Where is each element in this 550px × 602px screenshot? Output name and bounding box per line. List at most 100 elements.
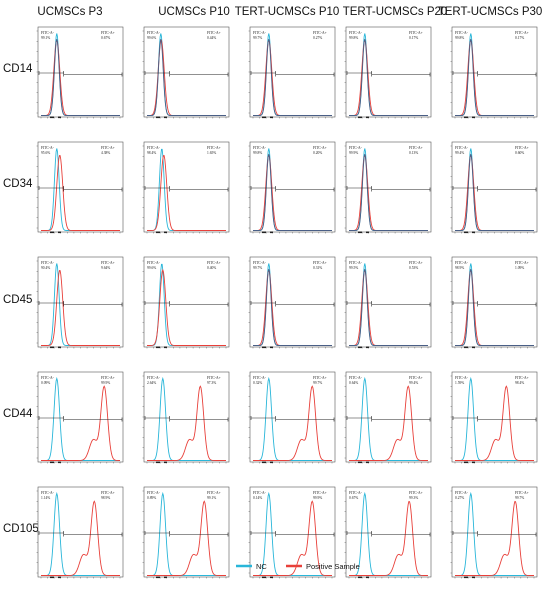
axis-mark <box>472 461 475 464</box>
panel-frame <box>345 486 432 578</box>
positive-gate-percent: 0.31% <box>313 266 322 270</box>
axis-mark <box>366 116 369 119</box>
positive-gate-label: FITC-A+ <box>313 146 327 150</box>
axis-mark <box>270 346 273 349</box>
panel-frame <box>143 486 230 578</box>
negative-gate-percent: 99.7% <box>253 266 262 270</box>
histogram-panel: FITC-A-0.27% FITC-A+99.7% <box>450 486 538 579</box>
positive-histogram <box>41 270 120 346</box>
negative-gate-percent: 99.6% <box>147 36 156 40</box>
axis-mark <box>270 231 273 234</box>
axis-mark <box>156 461 160 464</box>
negative-gate-percent: 98.9% <box>455 266 464 270</box>
axis-mark <box>164 461 167 464</box>
negative-gate-label: FITC-A- <box>147 491 161 495</box>
axis-mark <box>58 461 61 464</box>
axis-mark <box>164 231 167 234</box>
histogram-panel: FITC-A-1.59% FITC-A+98.4% <box>450 371 538 464</box>
histogram-panel: FITC-A-0.14% FITC-A+99.9% <box>248 486 336 579</box>
histogram-panel: FITC-A-99.8% FITC-A+0.17% <box>450 26 538 119</box>
row-label: CD14 <box>3 63 33 75</box>
negative-gate-percent: 99.9% <box>349 151 358 155</box>
panel-frame <box>345 371 432 463</box>
positive-histogram <box>455 385 534 461</box>
positive-gate-label: FITC-A+ <box>313 261 327 265</box>
axis-mark <box>156 346 160 349</box>
negative-gate-label: FITC-A- <box>349 491 363 495</box>
nc-histogram <box>253 491 332 576</box>
axis-mark <box>58 116 61 119</box>
axis-mark <box>464 346 468 349</box>
negative-gate-label: FITC-A- <box>253 146 267 150</box>
axis-mark <box>156 576 160 579</box>
negative-gate-percent: 0.89% <box>147 496 156 500</box>
histogram-panel: FITC-A-0.67% FITC-A+99.3% <box>344 486 432 579</box>
positive-gate-label: FITC-A+ <box>515 491 529 495</box>
negative-gate-percent: 0.09% <box>41 381 50 385</box>
negative-gate-percent: 0.27% <box>455 496 464 500</box>
negative-gate-label: FITC-A- <box>253 376 267 380</box>
nc-histogram <box>349 376 428 461</box>
positive-gate-label: FITC-A+ <box>207 376 221 380</box>
positive-gate-percent: 0.60% <box>515 151 524 155</box>
positive-gate-percent: 99.7% <box>313 381 322 385</box>
positive-histogram <box>41 385 120 461</box>
negative-gate-percent: 99.7% <box>253 36 262 40</box>
positive-gate-label: FITC-A+ <box>207 261 221 265</box>
negative-gate-percent: 99.5% <box>349 266 358 270</box>
positive-histogram <box>253 500 332 576</box>
negative-gate-label: FITC-A- <box>147 261 161 265</box>
positive-gate-percent: 99.3% <box>409 496 418 500</box>
negative-gate-percent: 2.64% <box>147 381 156 385</box>
axis-mark <box>366 231 369 234</box>
negative-gate-percent: 1.59% <box>455 381 464 385</box>
axis-mark <box>464 231 468 234</box>
axis-mark <box>164 346 167 349</box>
overlap-histogram <box>349 39 428 116</box>
axis-mark <box>464 461 468 464</box>
negative-gate-label: FITC-A- <box>455 261 469 265</box>
overlap-histogram <box>455 39 534 116</box>
panel-frame <box>451 371 538 463</box>
positive-gate-label: FITC-A+ <box>409 376 423 380</box>
axis-mark <box>50 576 54 579</box>
panel-frame <box>143 26 230 118</box>
negative-gate-label: FITC-A- <box>253 31 267 35</box>
positive-gate-percent: 99.9% <box>101 381 110 385</box>
legend-nc-label: NC <box>256 562 267 571</box>
histogram-panel: FITC-A-99.9% FITC-A+0.13% <box>344 141 432 234</box>
negative-gate-percent: 1.14% <box>41 496 50 500</box>
positive-gate-percent: 97.3% <box>207 381 216 385</box>
negative-gate-percent: 99.8% <box>253 151 262 155</box>
panel-frame <box>37 371 124 463</box>
axis-mark <box>262 231 266 234</box>
axis-mark <box>358 576 362 579</box>
negative-gate-label: FITC-A- <box>455 31 469 35</box>
nc-histogram <box>349 491 428 576</box>
overlap-histogram <box>349 269 428 346</box>
axis-mark <box>50 116 54 119</box>
positive-gate-label: FITC-A+ <box>515 261 529 265</box>
negative-gate-label: FITC-A- <box>147 376 161 380</box>
axis-mark <box>50 346 54 349</box>
positive-gate-percent: 0.53% <box>409 266 418 270</box>
column-title: UCMSCs P3 <box>37 6 102 18</box>
row-labels: CD14 CD34 CD45 CD44 CD105 <box>3 63 39 535</box>
negative-gate-percent: 99.6% <box>147 266 156 270</box>
negative-gate-label: FITC-A- <box>147 31 161 35</box>
positive-histogram <box>349 385 428 461</box>
panel-frame <box>37 256 124 348</box>
negative-gate-percent: 95.6% <box>41 151 50 155</box>
negative-gate-label: FITC-A- <box>253 491 267 495</box>
axis-mark <box>358 346 362 349</box>
negative-gate-label: FITC-A- <box>253 261 267 265</box>
positive-gate-label: FITC-A+ <box>207 146 221 150</box>
axis-mark <box>358 231 362 234</box>
panel-frame <box>249 486 336 578</box>
negative-gate-percent: 0.67% <box>349 496 358 500</box>
positive-gate-label: FITC-A+ <box>515 146 529 150</box>
positive-gate-percent: 0.44% <box>207 36 216 40</box>
overlap-histogram <box>253 154 332 231</box>
positive-gate-percent: 99.1% <box>207 496 216 500</box>
histogram-panel: FITC-A-99.6% FITC-A+0.44% <box>142 26 230 119</box>
